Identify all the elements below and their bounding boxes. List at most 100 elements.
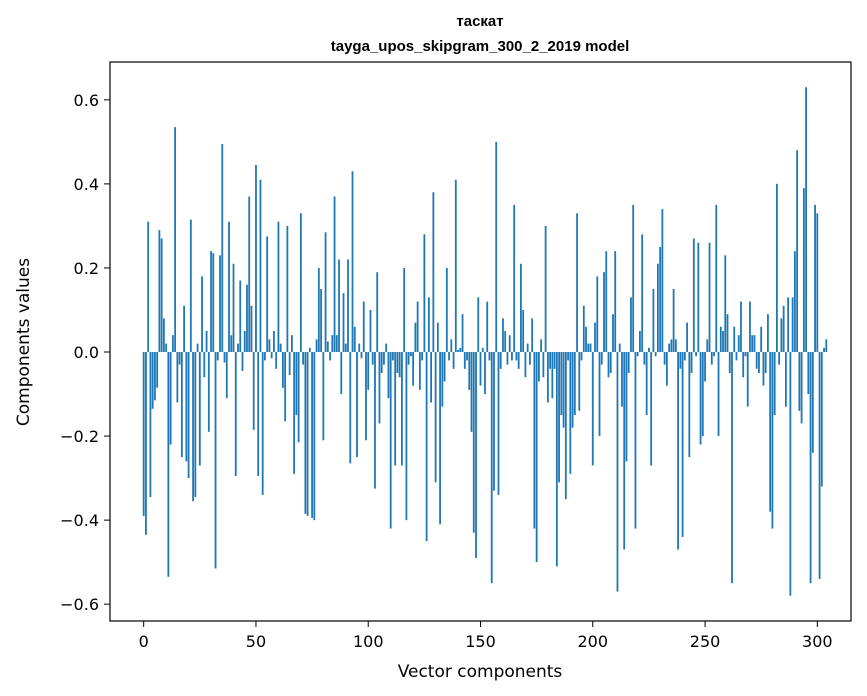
bar — [145, 352, 147, 535]
bar — [187, 352, 190, 479]
bar — [560, 352, 563, 416]
bar — [221, 143, 224, 353]
bar — [627, 352, 630, 374]
bar — [493, 352, 495, 491]
bar — [466, 352, 468, 361]
bar — [668, 343, 671, 353]
bar — [423, 234, 426, 352]
bar — [524, 352, 527, 378]
bar — [304, 352, 307, 514]
bar — [654, 352, 657, 357]
bar — [674, 339, 677, 353]
bar — [517, 352, 520, 369]
bar — [789, 352, 792, 596]
bar — [389, 352, 392, 529]
bar — [520, 263, 522, 352]
y-axis-label: Components values — [14, 258, 34, 426]
bar — [616, 352, 619, 592]
bar — [769, 352, 772, 512]
bar — [196, 343, 199, 353]
bar — [495, 141, 498, 353]
bar — [621, 352, 623, 407]
bar — [207, 352, 210, 432]
bar — [403, 267, 406, 353]
bar — [234, 352, 237, 476]
bar — [324, 232, 327, 353]
y-tick-label: 0.6 — [74, 91, 99, 110]
bar — [580, 352, 583, 361]
bar — [607, 352, 610, 378]
bar — [724, 255, 727, 353]
bar — [147, 221, 150, 352]
bar — [335, 335, 338, 353]
bar — [546, 352, 549, 403]
bar — [614, 251, 617, 353]
bar — [544, 225, 547, 353]
x-tick-label: 100 — [353, 632, 384, 651]
bar — [823, 347, 825, 352]
bar — [605, 251, 608, 353]
bar — [409, 352, 412, 357]
bar — [733, 326, 736, 353]
bar — [201, 276, 203, 352]
bar — [369, 309, 372, 353]
bar — [609, 352, 612, 374]
bar — [142, 352, 145, 516]
bar — [481, 347, 484, 352]
bar — [665, 352, 668, 386]
bar — [151, 352, 154, 409]
bar — [165, 343, 168, 353]
bar — [268, 339, 271, 353]
bar — [414, 322, 417, 353]
bar — [697, 242, 700, 353]
bar — [333, 196, 336, 353]
bar — [176, 352, 179, 403]
bar — [205, 330, 208, 353]
bar — [760, 326, 763, 353]
bar — [479, 352, 482, 386]
bar — [648, 347, 650, 352]
bar — [612, 314, 614, 353]
bar — [259, 179, 262, 352]
bar — [452, 352, 455, 369]
bar — [825, 339, 828, 353]
bar — [681, 352, 684, 537]
bar — [594, 322, 596, 353]
bar — [508, 335, 511, 353]
bar — [567, 352, 569, 361]
bar — [351, 171, 354, 353]
bar — [578, 352, 581, 411]
bar — [315, 339, 318, 353]
bar — [154, 352, 156, 401]
bar — [782, 305, 785, 352]
bar — [715, 204, 718, 353]
bar — [344, 343, 347, 353]
bar — [156, 352, 159, 388]
bar — [288, 352, 291, 376]
bar — [650, 352, 653, 466]
bar — [239, 280, 242, 353]
bar — [529, 352, 531, 365]
bar — [773, 352, 776, 416]
bar — [502, 318, 504, 352]
bar — [488, 352, 491, 361]
bar — [425, 352, 428, 542]
bar — [695, 352, 697, 357]
bar — [598, 352, 601, 437]
bar — [299, 213, 302, 353]
bar — [374, 352, 376, 489]
bar — [798, 352, 801, 411]
y-axis-ticks: −0.6 −0.4 −0.2 0.0 0.2 0.4 0.6 — [60, 91, 110, 614]
bar — [564, 352, 567, 500]
bar — [618, 343, 621, 353]
y-tick-label: 0.4 — [74, 175, 99, 194]
bar — [459, 347, 462, 352]
bar — [362, 301, 365, 353]
bar — [401, 352, 403, 466]
bar — [252, 352, 255, 430]
bar — [484, 352, 486, 395]
bar — [661, 209, 664, 353]
bar — [475, 352, 477, 558]
bar — [692, 238, 695, 353]
bar — [742, 352, 745, 378]
